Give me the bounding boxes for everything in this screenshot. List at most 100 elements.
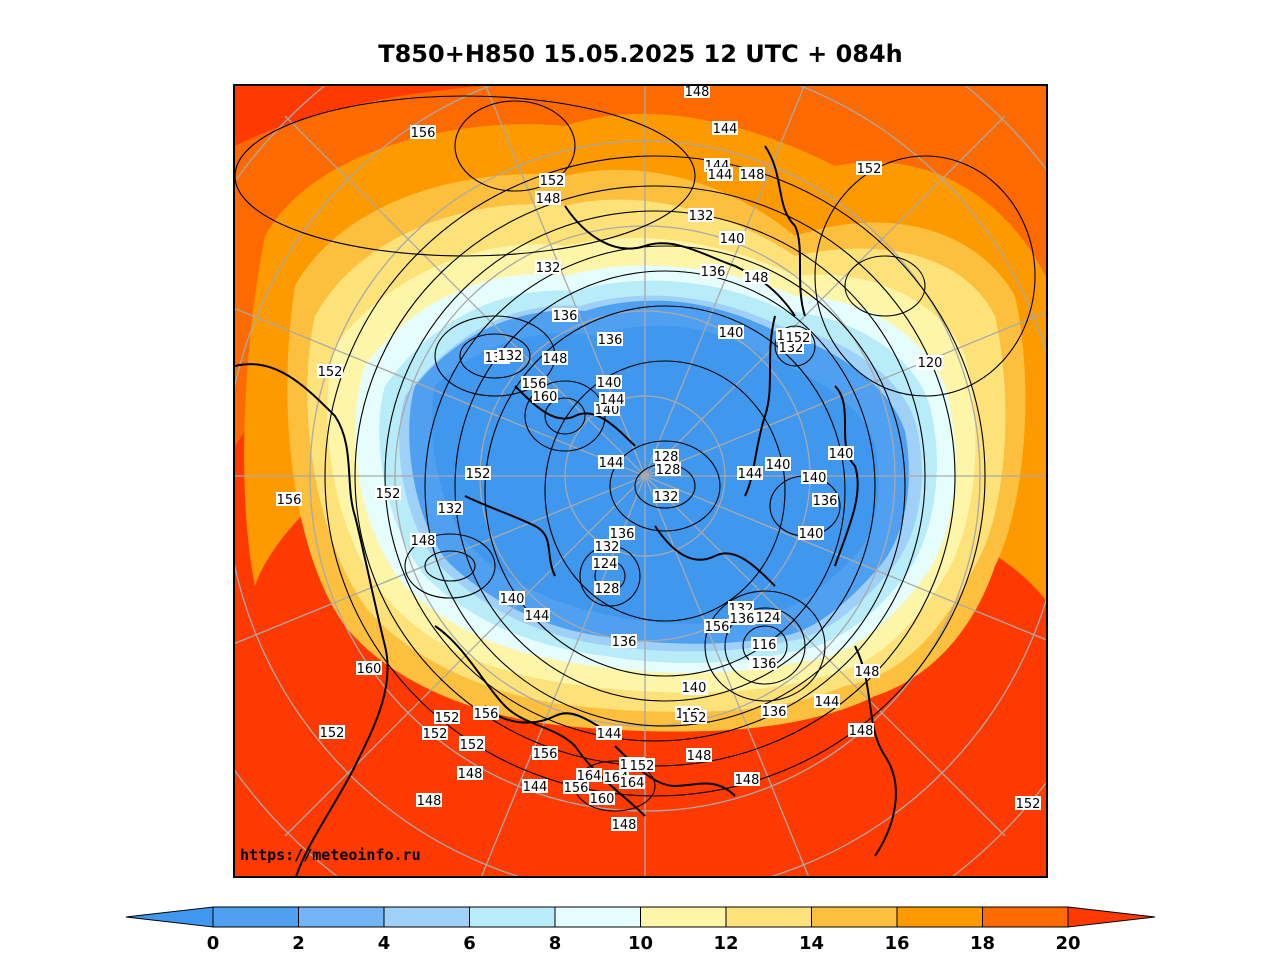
svg-text:136: 136: [553, 309, 578, 324]
contour-label: 148: [848, 723, 874, 739]
colorbar-tick-label: 20: [1055, 933, 1080, 954]
svg-text:132: 132: [498, 349, 523, 364]
colorbar-segment: [383, 906, 470, 928]
contour-label: 148: [684, 86, 710, 100]
svg-text:136: 136: [752, 657, 777, 672]
svg-text:128: 128: [656, 463, 681, 478]
svg-text:160: 160: [533, 390, 558, 405]
colorbar-tick-label: 14: [799, 933, 824, 954]
contour-label: 148: [739, 167, 765, 183]
contour-label: 128: [594, 581, 620, 597]
contour-label: 148: [535, 191, 561, 207]
contour-label: 132: [497, 348, 523, 364]
svg-text:132: 132: [536, 261, 561, 276]
svg-text:140: 140: [500, 592, 525, 607]
contour-labels: 1561481441441441481521481321401361481521…: [276, 86, 1041, 833]
svg-text:148: 148: [735, 773, 760, 788]
contour-label: 152: [681, 710, 707, 726]
contour-label: 136: [751, 656, 777, 672]
contour-label: 124: [755, 610, 781, 626]
contour-label: 152: [375, 486, 401, 502]
colorbar-over-arrow: [1067, 906, 1156, 928]
contour-label: 140: [801, 470, 827, 486]
contour-label: 148: [542, 351, 568, 367]
contour-label: 116: [751, 637, 777, 653]
contour-label: 132: [535, 260, 561, 276]
colorbar-tick-label: 4: [378, 933, 391, 954]
svg-text:124: 124: [756, 611, 781, 626]
contour-label: 140: [718, 325, 744, 341]
contour-label: 156: [704, 619, 730, 635]
contour-label: 144: [596, 726, 622, 742]
colorbar-segment: [554, 906, 641, 928]
svg-text:148: 148: [849, 724, 874, 739]
contour-label: 132: [653, 489, 679, 505]
svg-text:152: 152: [423, 727, 448, 742]
svg-text:156: 156: [564, 781, 589, 796]
svg-text:144: 144: [738, 467, 763, 482]
colorbar-segment: [982, 906, 1069, 928]
contour-label: 152: [785, 330, 811, 346]
colorbar-segment: [298, 906, 385, 928]
contour-label: 136: [611, 634, 637, 650]
contour-label: 148: [743, 270, 769, 286]
svg-text:144: 144: [600, 393, 625, 408]
weather-map: 1561481441441441481521481321401361481521…: [233, 84, 1048, 878]
svg-text:152: 152: [540, 174, 565, 189]
map-canvas: 1561481441441441481521481321401361481521…: [235, 86, 1046, 876]
colorbar-tick-label: 12: [713, 933, 738, 954]
svg-text:152: 152: [460, 738, 485, 753]
svg-text:136: 136: [610, 527, 635, 542]
colorbar-tick-label: 16: [884, 933, 909, 954]
svg-text:144: 144: [523, 780, 548, 795]
svg-text:148: 148: [687, 749, 712, 764]
svg-text:148: 148: [458, 767, 483, 782]
colorbar-tick-label: 18: [970, 933, 995, 954]
contour-label: 144: [598, 455, 624, 471]
svg-text:140: 140: [682, 681, 707, 696]
contour-label: 144: [707, 167, 733, 183]
contour-label: 124: [592, 556, 618, 572]
contour-label: 144: [524, 608, 550, 624]
svg-text:160: 160: [357, 662, 382, 677]
contour-label: 140: [798, 526, 824, 542]
svg-text:156: 156: [705, 620, 730, 635]
height-contours: [235, 95, 1036, 812]
contour-label: 136: [552, 308, 578, 324]
contour-label: 152: [629, 758, 655, 774]
contour-label: 140: [681, 680, 707, 696]
svg-text:148: 148: [744, 271, 769, 286]
svg-text:152: 152: [630, 759, 655, 774]
colorbar-tick-label: 10: [628, 933, 653, 954]
svg-text:132: 132: [779, 341, 804, 356]
contour-label: 132: [688, 208, 714, 224]
svg-text:140: 140: [720, 232, 745, 247]
svg-text:152: 152: [318, 365, 343, 380]
svg-text:148: 148: [543, 352, 568, 367]
svg-text:148: 148: [685, 86, 710, 100]
colorbar-segment: [896, 906, 983, 928]
contour-label: 148: [410, 533, 436, 549]
colorbar-segment: [640, 906, 727, 928]
contour-label: 160: [356, 661, 382, 677]
contour-label: 152: [434, 710, 460, 726]
contour-label: 156: [410, 125, 436, 141]
contour-label: 140: [765, 457, 791, 473]
contour-label: 144: [522, 779, 548, 795]
contour-label: 144: [712, 121, 738, 137]
svg-text:144: 144: [599, 456, 624, 471]
contour-label: 152: [856, 161, 882, 177]
contour-label: 128: [653, 449, 679, 465]
contour-label: 140: [828, 446, 854, 462]
contour-label: 140: [499, 591, 525, 607]
svg-text:152: 152: [435, 711, 460, 726]
svg-text:132: 132: [689, 209, 714, 224]
contour-label: 144: [599, 392, 625, 408]
colorbar-segment: [811, 906, 898, 928]
svg-text:156: 156: [522, 377, 547, 392]
svg-text:120: 120: [918, 356, 943, 371]
svg-text:156: 156: [411, 126, 436, 141]
contour-label: 156: [532, 746, 558, 762]
svg-text:128: 128: [595, 582, 620, 597]
svg-text:132: 132: [654, 490, 679, 505]
